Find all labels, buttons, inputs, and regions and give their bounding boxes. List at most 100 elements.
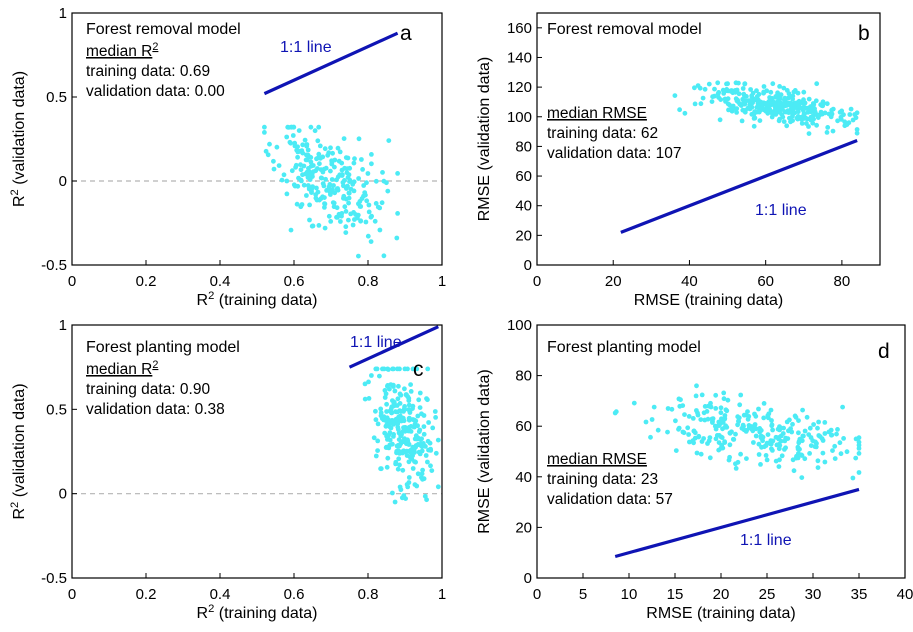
data-point [383, 391, 389, 397]
stats-heading: median R2 [86, 359, 158, 378]
data-point [396, 456, 402, 462]
data-point [378, 466, 383, 472]
data-point [373, 408, 378, 414]
data-point [350, 222, 356, 228]
data-point [393, 459, 399, 465]
y-tick-label: 100 [507, 109, 532, 126]
data-point [813, 98, 819, 104]
data-point [700, 95, 706, 101]
data-point [315, 166, 320, 171]
data-point [754, 88, 759, 94]
data-point [777, 457, 782, 463]
data-point [822, 110, 828, 116]
data-point [312, 128, 318, 134]
data-point [708, 404, 714, 410]
data-point [800, 108, 806, 113]
one-to-one-label: 1:1 line [350, 334, 402, 351]
data-point [327, 187, 333, 193]
data-point [309, 223, 315, 229]
data-point [392, 499, 398, 505]
data-point [315, 155, 321, 161]
data-point [300, 172, 305, 178]
data-point [404, 482, 410, 487]
data-point [713, 392, 719, 398]
data-point [316, 151, 322, 157]
data-point [781, 97, 787, 103]
data-point [314, 185, 319, 191]
data-point [339, 173, 345, 178]
data-point [769, 114, 775, 120]
data-point [393, 409, 398, 415]
y-tick-label: 60 [515, 418, 532, 435]
y-tick-label: 20 [515, 227, 532, 244]
data-point [808, 435, 814, 440]
data-point [832, 443, 838, 449]
data-point [328, 145, 333, 151]
data-point [790, 421, 795, 427]
data-point [718, 434, 724, 440]
data-point [402, 404, 407, 409]
y-tick-label: 120 [507, 79, 532, 96]
data-point [793, 101, 799, 107]
data-point [756, 452, 762, 457]
data-point [730, 436, 736, 442]
data-point [816, 419, 821, 425]
data-point [631, 400, 637, 406]
data-point [764, 88, 770, 94]
data-point [369, 373, 374, 378]
data-point [761, 84, 767, 89]
data-point [359, 157, 364, 162]
data-point [267, 141, 272, 147]
data-point [770, 438, 776, 444]
y-tick-label: 140 [507, 49, 532, 66]
data-point [788, 119, 793, 125]
data-point [381, 253, 387, 259]
data-point [358, 218, 364, 224]
data-point [394, 403, 400, 408]
data-point [834, 431, 839, 437]
data-point [366, 396, 372, 401]
data-point [384, 444, 389, 450]
data-point [723, 99, 728, 104]
data-point [308, 124, 314, 130]
data-point [790, 457, 796, 463]
data-point [384, 180, 389, 186]
data-point [415, 471, 421, 477]
data-point [854, 130, 860, 136]
data-point [326, 213, 332, 219]
data-point [408, 447, 414, 453]
data-point [757, 429, 763, 435]
data-point [395, 211, 400, 216]
one-to-one-label: 1:1 line [740, 532, 792, 549]
x-tick-label: 0.2 [136, 273, 157, 290]
data-point [427, 440, 433, 446]
data-point [382, 395, 388, 400]
data-point [372, 218, 378, 224]
data-point [699, 392, 705, 398]
data-point [673, 418, 678, 424]
data-point [307, 202, 312, 208]
data-point [777, 116, 782, 122]
x-tick-label: 0 [68, 273, 76, 290]
data-point [328, 219, 334, 224]
data-point [791, 105, 796, 111]
data-point [853, 455, 859, 461]
data-point [346, 190, 352, 196]
data-point [396, 383, 401, 389]
data-point [293, 164, 298, 170]
stats-validation: validation data: 107 [547, 145, 681, 162]
data-point [676, 426, 681, 432]
data-point [801, 116, 807, 121]
data-point [288, 140, 294, 146]
data-point [752, 109, 757, 115]
data-point [856, 470, 862, 475]
data-point [402, 386, 407, 392]
data-point [822, 431, 828, 436]
data-point [322, 195, 327, 201]
data-point [807, 451, 812, 456]
data-point [420, 467, 425, 473]
data-point [390, 490, 395, 496]
panel-title: Forest planting model [86, 339, 240, 356]
data-point [791, 468, 797, 474]
data-point [397, 484, 403, 490]
